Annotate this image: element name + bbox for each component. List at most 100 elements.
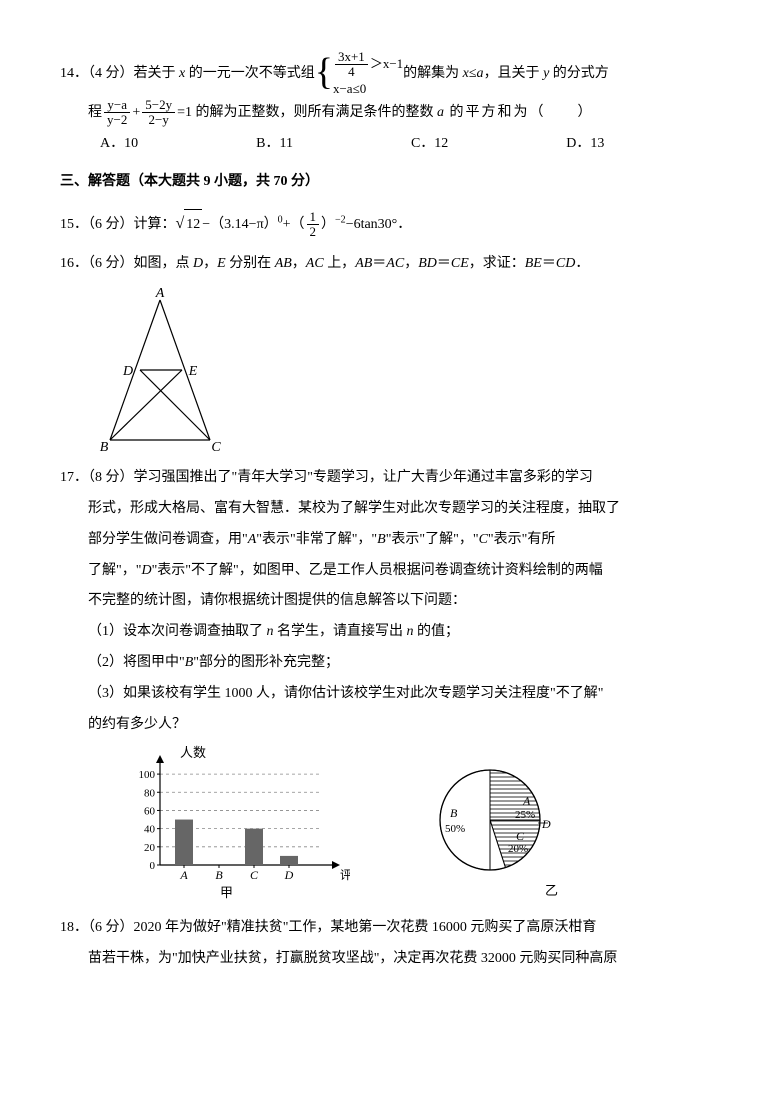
q17-l3: 部分学生做问卷调查，用" [88, 532, 248, 547]
svg-text:C: C [250, 868, 259, 882]
q14-number: 14． [60, 66, 88, 81]
q17-sub1c: 的值； [414, 624, 460, 639]
eq1: =1 [177, 105, 192, 120]
svg-text:A: A [179, 868, 188, 882]
q14-choices: A．10 B．11 C．12 D．13 [60, 129, 720, 160]
triangle-svg: A D E B C [90, 285, 250, 455]
svg-text:评价等级: 评价等级 [340, 868, 350, 882]
q16-AC: AC [306, 256, 324, 271]
q16-p: ． [575, 256, 589, 271]
label-A: A [155, 286, 165, 301]
q16-points: （6 分） [88, 256, 134, 271]
label-E: E [188, 364, 198, 379]
plus: + [132, 105, 140, 120]
q14-l2end: 的平方和为（ ） [444, 105, 594, 120]
svg-text:人数: 人数 [180, 745, 206, 760]
q15-m1: −（3.14−π） [202, 217, 277, 232]
q17-sub2b: "部分的图形补充完整； [193, 655, 339, 670]
q17-l3d: "表示"有所 [488, 532, 555, 547]
q15fd: 2 [307, 225, 320, 239]
svg-text:80: 80 [144, 788, 156, 800]
q16-t2: 分别在 [226, 256, 275, 271]
q17-l3c: "表示"了解"，" [386, 532, 479, 547]
q16-t3: 上， [324, 256, 356, 271]
question-15: 15．（6 分）计算：√12−（3.14−π）0+（12）−2−6tan30°． [60, 206, 720, 241]
q15fn: 1 [307, 210, 320, 225]
svg-text:50%: 50% [445, 823, 465, 835]
sys-top-rhs: ＞x−1 [370, 56, 403, 71]
sqrt-icon: √12 [176, 206, 203, 241]
q17-sub2a: （2）将图甲中" [88, 655, 185, 670]
q16-E: E [217, 256, 226, 271]
q17-B: B [377, 532, 386, 547]
q17-l4b: "表示"不了解"，如图甲、乙是工作人员根据问卷调查统计资料绘制的两幅 [152, 563, 603, 578]
q14-l2pre: 程 [88, 105, 102, 120]
triangle-figure: A D E B C [90, 285, 720, 455]
q17-A: A [248, 532, 257, 547]
q17-number: 17． [60, 470, 88, 485]
svg-text:B: B [215, 868, 223, 882]
f1n: y−a [104, 98, 130, 113]
q17-sub1-row: （1）设本次问卷调查抽取了 n 名学生，请直接写出 n 的值； [60, 617, 720, 648]
question-16: 16．（6 分）如图，点 D，E 分别在 AB，AC 上，AB＝AC，BD＝CE… [60, 249, 720, 455]
svg-text:100: 100 [139, 769, 156, 781]
charts-row: 人数100806040200ABCD评价等级甲 A25%C20%DB50%乙 [120, 745, 720, 905]
exam-page: 14．（4 分）若关于 x 的一元一次不等式组{ 3x+14＞x−1 x−a≤0… [0, 0, 780, 1103]
f2d: 2−y [142, 113, 175, 127]
q17-B2: B [185, 655, 194, 670]
q15-label: 计算： [134, 217, 176, 232]
q17-n: n [267, 624, 274, 639]
section-3-header: 三、解答题（本大题共 9 小题，共 70 分） [60, 167, 720, 198]
q16-c1: ， [203, 256, 217, 271]
q15-ce: ） [321, 217, 335, 232]
q17-sub1: （1）设本次问卷调查抽取了 [88, 624, 267, 639]
question-17: 17．（8 分）学习强国推出了"青年大学习"专题学习，让广大青少年通过丰富多彩的… [60, 463, 720, 905]
svg-text:B: B [450, 806, 458, 820]
q14-t3: 的解集为 [403, 66, 463, 81]
q17-sub3: （3）如果该校有学生 1000 人，请你估计该校学生对此次专题学习关注程度"不了… [60, 679, 720, 710]
sqrt-val: 12 [184, 209, 202, 241]
eq1r: AC [386, 256, 404, 271]
q14-l2post: 的解为正整数，则所有满足条件的整数 [192, 105, 437, 120]
q17-l5: 不完整的统计图，请你根据统计图提供的信息解答以下问题： [60, 586, 720, 617]
label-C: C [211, 440, 221, 455]
sys-top-num: 3x+1 [335, 50, 368, 65]
svg-text:60: 60 [144, 806, 156, 818]
q15-plus: +（ [283, 217, 305, 232]
q16-c2: ， [292, 256, 306, 271]
svg-text:40: 40 [144, 824, 156, 836]
q18-points: （6 分） [88, 920, 134, 935]
q16-t: 如图，点 [134, 256, 194, 271]
q16-number: 16． [60, 256, 88, 271]
q17-sub1b: 名学生，请直接写出 [274, 624, 407, 639]
svg-text:D: D [541, 817, 551, 831]
q17-points: （8 分） [88, 470, 134, 485]
choice-b[interactable]: B．11 [256, 129, 293, 160]
choice-d[interactable]: D．13 [566, 129, 604, 160]
choice-c[interactable]: C．12 [411, 129, 448, 160]
eq2l: BD [418, 256, 437, 271]
f1d: y−2 [104, 113, 130, 127]
q15-points: （6 分） [88, 217, 134, 232]
sys-bottom: x−a≤0 [333, 80, 403, 98]
q16-t4: ，求证： [469, 256, 525, 271]
prl: BE [525, 256, 542, 271]
q17-l4-row: 了解"，"D"表示"不了解"，如图甲、乙是工作人员根据问卷调查统计资料绘制的两幅 [60, 556, 720, 587]
q17-l2: 形式，形成大格局、富有大智慧．某校为了解学生对此次专题学习的关注程度，抽取了 [60, 494, 720, 525]
q14-t1: 若关于 [134, 66, 180, 81]
pie-chart: A25%C20%DB50%乙 [410, 755, 580, 905]
svg-text:25%: 25% [515, 809, 535, 821]
q17-D: D [141, 563, 151, 578]
question-14: 14．（4 分）若关于 x 的一元一次不等式组{ 3x+14＞x−1 x−a≤0… [60, 50, 720, 159]
f2n: 5−2y [142, 98, 175, 113]
svg-text:甲: 甲 [220, 885, 233, 900]
q17-sub2-row: （2）将图甲中"B"部分的图形补充完整； [60, 648, 720, 679]
eq1l: AB [355, 256, 372, 271]
sys-top-den: 4 [335, 65, 368, 79]
q15-number: 15． [60, 217, 88, 232]
svg-text:0: 0 [150, 860, 156, 872]
svg-text:乙: 乙 [545, 883, 558, 898]
choice-a[interactable]: A．10 [100, 129, 138, 160]
svg-text:A: A [522, 794, 531, 808]
q14-line2: 程y−ay−2+5−2y2−y=1 的解为正整数，则所有满足条件的整数 a 的平… [60, 98, 720, 129]
